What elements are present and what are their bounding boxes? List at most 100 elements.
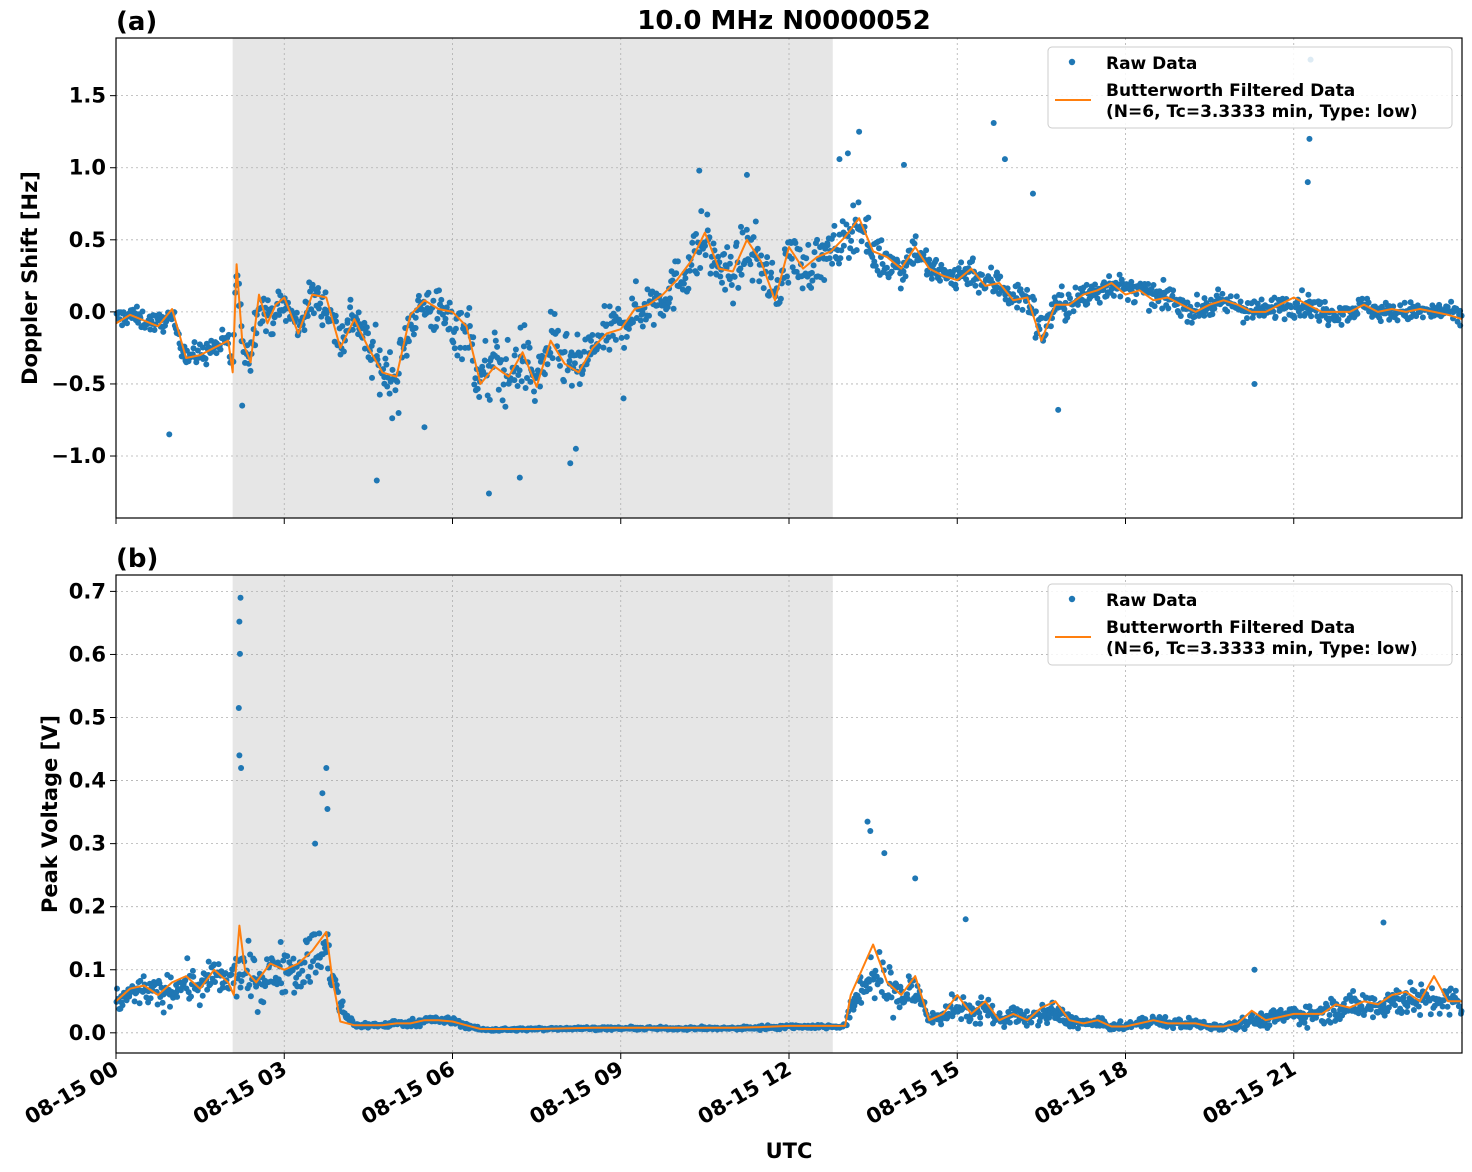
doppler-raw-point	[472, 375, 479, 382]
doppler-legend: Raw Data Butterworth Filtered Data (N=6,…	[1047, 46, 1453, 129]
doppler-raw-point	[767, 274, 774, 281]
doppler-raw-point	[1177, 313, 1184, 319]
doppler-raw-point	[491, 329, 498, 336]
x-tick-label: 08-15 03	[189, 1057, 291, 1130]
doppler-raw-point	[315, 305, 322, 312]
voltage-raw-point	[278, 980, 285, 987]
doppler-raw-point	[263, 328, 269, 335]
doppler-raw-point	[858, 238, 865, 245]
doppler-raw-point	[519, 358, 526, 365]
doppler-raw-point	[549, 355, 556, 362]
doppler-raw-point	[527, 378, 534, 385]
voltage-raw-outlier	[236, 752, 243, 759]
voltage-raw-point	[307, 978, 314, 985]
doppler-raw-point	[1061, 306, 1068, 313]
doppler-raw-point	[269, 331, 276, 338]
doppler-raw-point	[1444, 304, 1451, 310]
doppler-raw-point	[1072, 284, 1079, 291]
doppler-raw-point	[466, 323, 473, 329]
doppler-raw-point	[730, 300, 737, 307]
doppler-raw-point	[670, 305, 677, 312]
doppler-raw-point	[1397, 302, 1404, 309]
doppler-raw-point	[1208, 296, 1214, 303]
doppler-raw-point	[403, 352, 410, 359]
doppler-raw-point	[457, 344, 464, 351]
doppler-raw-point	[799, 285, 806, 292]
doppler-raw-point	[629, 295, 636, 302]
voltage-raw-point	[299, 967, 306, 974]
doppler-raw-point	[486, 396, 493, 403]
voltage-raw-outlier	[235, 705, 242, 712]
doppler-raw-point	[526, 344, 533, 351]
voltage-raw-point	[114, 985, 120, 992]
doppler-raw-outlier	[620, 395, 627, 402]
doppler-raw-point	[758, 252, 765, 259]
x-axis-label: UTC	[766, 1139, 813, 1163]
voltage-raw-point	[277, 939, 284, 945]
doppler-raw-point	[387, 349, 393, 356]
doppler-raw-outlier	[990, 120, 997, 127]
doppler-raw-point	[1299, 287, 1305, 294]
doppler-raw-point	[531, 388, 537, 395]
doppler-raw-point	[754, 245, 761, 252]
doppler-raw-point	[520, 343, 527, 350]
doppler-raw-point	[315, 285, 322, 291]
voltage-raw-point	[1427, 1011, 1434, 1018]
doppler-raw-point	[332, 312, 339, 319]
doppler-raw-outlier	[572, 445, 579, 452]
voltage-raw-point	[873, 973, 880, 980]
doppler-raw-outlier	[1306, 135, 1313, 142]
doppler-raw-point	[450, 339, 457, 346]
voltage-raw-point	[1326, 1012, 1333, 1018]
voltage-raw-point	[1385, 1004, 1392, 1011]
doppler-raw-point	[837, 255, 844, 262]
doppler-raw-point	[446, 299, 453, 306]
doppler-raw-point	[1316, 317, 1323, 324]
doppler-raw-point	[349, 326, 356, 333]
doppler-raw-point	[900, 268, 907, 275]
voltage-raw-point	[960, 994, 967, 1001]
voltage-raw-point	[888, 994, 895, 1001]
doppler-raw-point	[576, 381, 583, 388]
doppler-y-ticks: −1.0 −0.5 0.0 0.5 1.0 1.5	[51, 84, 116, 468]
voltage-raw-point	[1398, 1008, 1405, 1015]
doppler-raw-point	[972, 282, 979, 289]
doppler-raw-point	[809, 277, 816, 284]
doppler-raw-point	[781, 246, 788, 253]
doppler-raw-point	[615, 305, 622, 312]
doppler-raw-point	[443, 304, 450, 311]
doppler-raw-point	[564, 367, 571, 374]
voltage-raw-point	[1415, 1003, 1422, 1010]
doppler-raw-point	[588, 337, 594, 344]
doppler-raw-point	[803, 255, 810, 262]
figure-title: 10.0 MHz N0000052	[637, 6, 930, 36]
x-tick-label: 08-15 12	[694, 1057, 796, 1130]
voltage-raw-point	[228, 971, 235, 978]
doppler-raw-point	[514, 383, 521, 389]
y-tick-label: 0.3	[69, 832, 106, 856]
doppler-raw-point	[872, 263, 879, 269]
y-tick-label: −0.5	[51, 372, 106, 396]
doppler-raw-point	[1116, 271, 1123, 278]
doppler-raw-point	[1058, 283, 1065, 290]
doppler-raw-point	[639, 309, 646, 316]
doppler-raw-point	[1281, 316, 1288, 323]
y-tick-label: 0.5	[69, 228, 106, 252]
doppler-raw-point	[994, 269, 1000, 276]
doppler-raw-point	[637, 317, 644, 324]
voltage-raw-point	[1075, 1025, 1081, 1032]
doppler-raw-point	[621, 344, 628, 351]
doppler-raw-point	[502, 403, 509, 410]
doppler-raw-outlier	[1001, 156, 1008, 163]
doppler-raw-point	[595, 343, 602, 350]
doppler-raw-point	[1165, 305, 1172, 312]
doppler-raw-point	[1151, 303, 1158, 310]
doppler-raw-point	[667, 295, 673, 302]
doppler-raw-point	[612, 336, 619, 343]
voltage-raw-point	[184, 955, 191, 962]
doppler-raw-point	[609, 332, 616, 339]
voltage-raw-point	[1447, 985, 1454, 992]
voltage-raw-outlier	[312, 840, 319, 847]
voltage-raw-point	[1321, 1020, 1327, 1027]
